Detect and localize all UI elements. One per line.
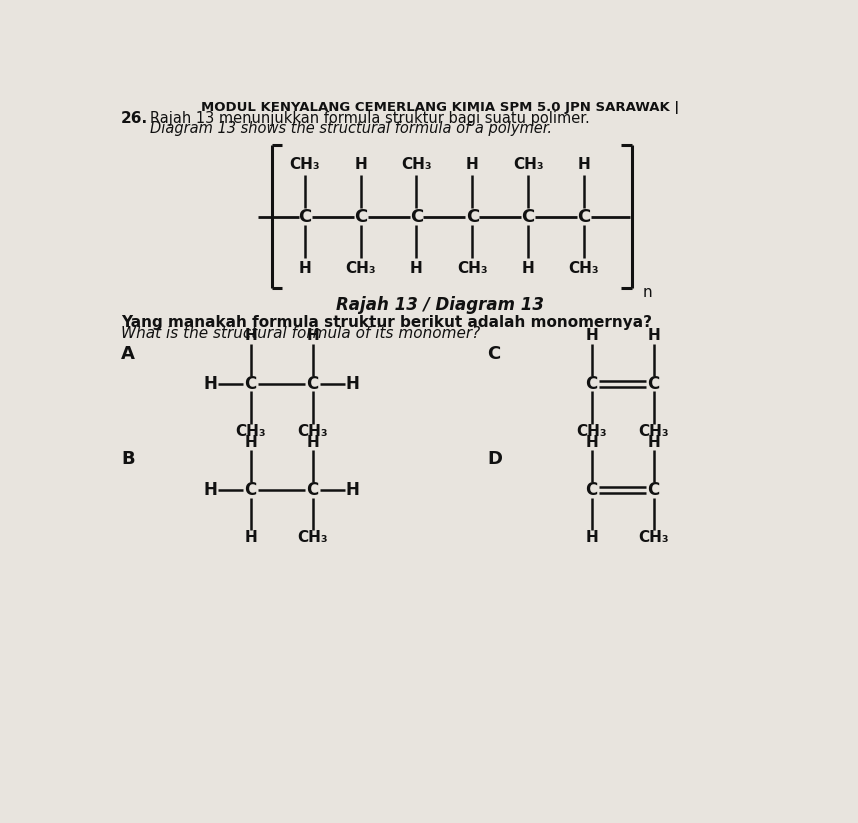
Text: CH₃: CH₃ (235, 424, 266, 439)
Text: CH₃: CH₃ (577, 424, 607, 439)
Text: CH₃: CH₃ (298, 530, 328, 545)
Text: C: C (522, 207, 535, 226)
Text: H: H (585, 530, 598, 545)
Text: C: C (306, 481, 319, 499)
Text: C: C (585, 481, 598, 499)
Text: H: H (245, 328, 257, 343)
Text: H: H (306, 435, 319, 449)
Text: H: H (585, 328, 598, 343)
Text: H: H (647, 328, 660, 343)
Text: B: B (121, 450, 135, 468)
Text: H: H (522, 262, 535, 277)
Text: Rajah 13 menunjukkan formula struktur bagi suatu polimer.: Rajah 13 menunjukkan formula struktur ba… (150, 110, 589, 126)
Text: D: D (487, 450, 502, 468)
Text: CH₃: CH₃ (569, 262, 599, 277)
Text: H: H (346, 374, 360, 393)
Text: CH₃: CH₃ (457, 262, 487, 277)
Text: 26.: 26. (121, 110, 148, 126)
Text: H: H (354, 156, 367, 172)
Text: CH₃: CH₃ (346, 262, 376, 277)
Text: H: H (306, 328, 319, 343)
Text: H: H (577, 156, 590, 172)
Text: Diagram 13 shows the structural formula of a polymer.: Diagram 13 shows the structural formula … (150, 121, 552, 137)
Text: C: C (648, 481, 660, 499)
Text: A: A (121, 345, 135, 363)
Text: C: C (585, 374, 598, 393)
Text: C: C (487, 345, 500, 363)
Text: H: H (410, 262, 423, 277)
Text: H: H (346, 481, 360, 499)
Text: H: H (203, 374, 217, 393)
Text: MODUL KENYALANG CEMERLANG KIMIA SPM 5.0 JPN SARAWAK |: MODUL KENYALANG CEMERLANG KIMIA SPM 5.0 … (201, 100, 679, 114)
Text: C: C (354, 207, 367, 226)
Text: Rajah 13 / Diagram 13: Rajah 13 / Diagram 13 (335, 296, 544, 314)
Text: C: C (648, 374, 660, 393)
Text: H: H (245, 435, 257, 449)
Text: CH₃: CH₃ (298, 424, 328, 439)
Text: H: H (299, 262, 311, 277)
Text: H: H (585, 435, 598, 449)
Text: CH₃: CH₃ (402, 156, 432, 172)
Text: CH₃: CH₃ (513, 156, 543, 172)
Text: CH₃: CH₃ (638, 530, 669, 545)
Text: H: H (245, 530, 257, 545)
Text: C: C (466, 207, 479, 226)
Text: C: C (245, 374, 257, 393)
Text: C: C (410, 207, 423, 226)
Text: C: C (577, 207, 590, 226)
Text: CH₃: CH₃ (289, 156, 320, 172)
Text: H: H (647, 435, 660, 449)
Text: n: n (643, 286, 652, 300)
Text: C: C (306, 374, 319, 393)
Text: H: H (203, 481, 217, 499)
Text: C: C (299, 207, 311, 226)
Text: What is the structural formula of its monomer?: What is the structural formula of its mo… (121, 326, 480, 341)
Text: H: H (466, 156, 479, 172)
Text: CH₃: CH₃ (638, 424, 669, 439)
Text: C: C (245, 481, 257, 499)
Text: Yang manakah formula struktur berikut adalah monomernya?: Yang manakah formula struktur berikut ad… (121, 314, 652, 329)
